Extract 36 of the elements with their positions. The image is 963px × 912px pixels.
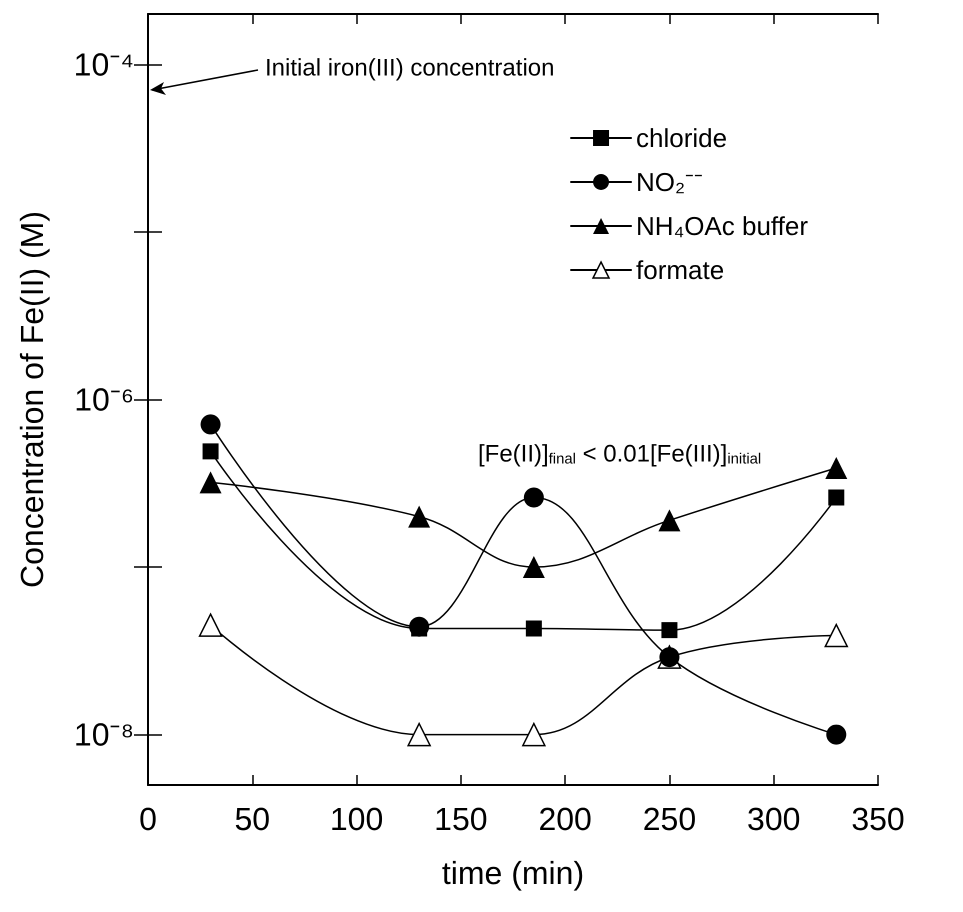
x-tick-label: 300 [747,801,800,837]
point [826,724,846,745]
point [824,624,848,648]
legend-label: formate [636,255,724,285]
y-axis-title: Concentration of Fe(II) (M) [14,211,50,588]
annotation: Initial iron(III) concentration [265,54,554,82]
point [409,616,430,637]
x-tick-label: 200 [538,801,592,837]
point [524,488,544,508]
point [200,471,222,494]
point [198,613,222,637]
point [658,509,680,532]
point [522,556,545,578]
x-tick-label: 50 [234,801,270,837]
x-tick-label: 350 [851,801,905,837]
x-axis-title: time (min) [442,855,584,891]
x-tick-label: 0 [139,801,157,837]
point [828,490,844,506]
y-tick-label: 10⁻⁴ [74,46,134,82]
y-tick-label: 10⁻⁸ [74,716,134,753]
point [522,722,546,746]
x-tick-label: 250 [642,801,696,837]
legend-label: NO₂⁻⁻ [636,167,704,197]
legend-label: chloride [636,123,728,153]
annotation: [Fe(II)]final < 0.01[Fe(III)]initial [478,440,762,468]
x-tick-label: 150 [434,801,488,837]
point [200,414,221,434]
legend-label: NH₄OAc buffer [636,211,808,241]
point [825,457,848,480]
point [408,506,430,528]
x-tick-label: 100 [330,801,384,837]
y-tick-label: 10⁻⁶ [74,382,134,418]
point [526,620,542,636]
point [202,443,219,460]
point [407,722,431,746]
point [661,622,678,638]
